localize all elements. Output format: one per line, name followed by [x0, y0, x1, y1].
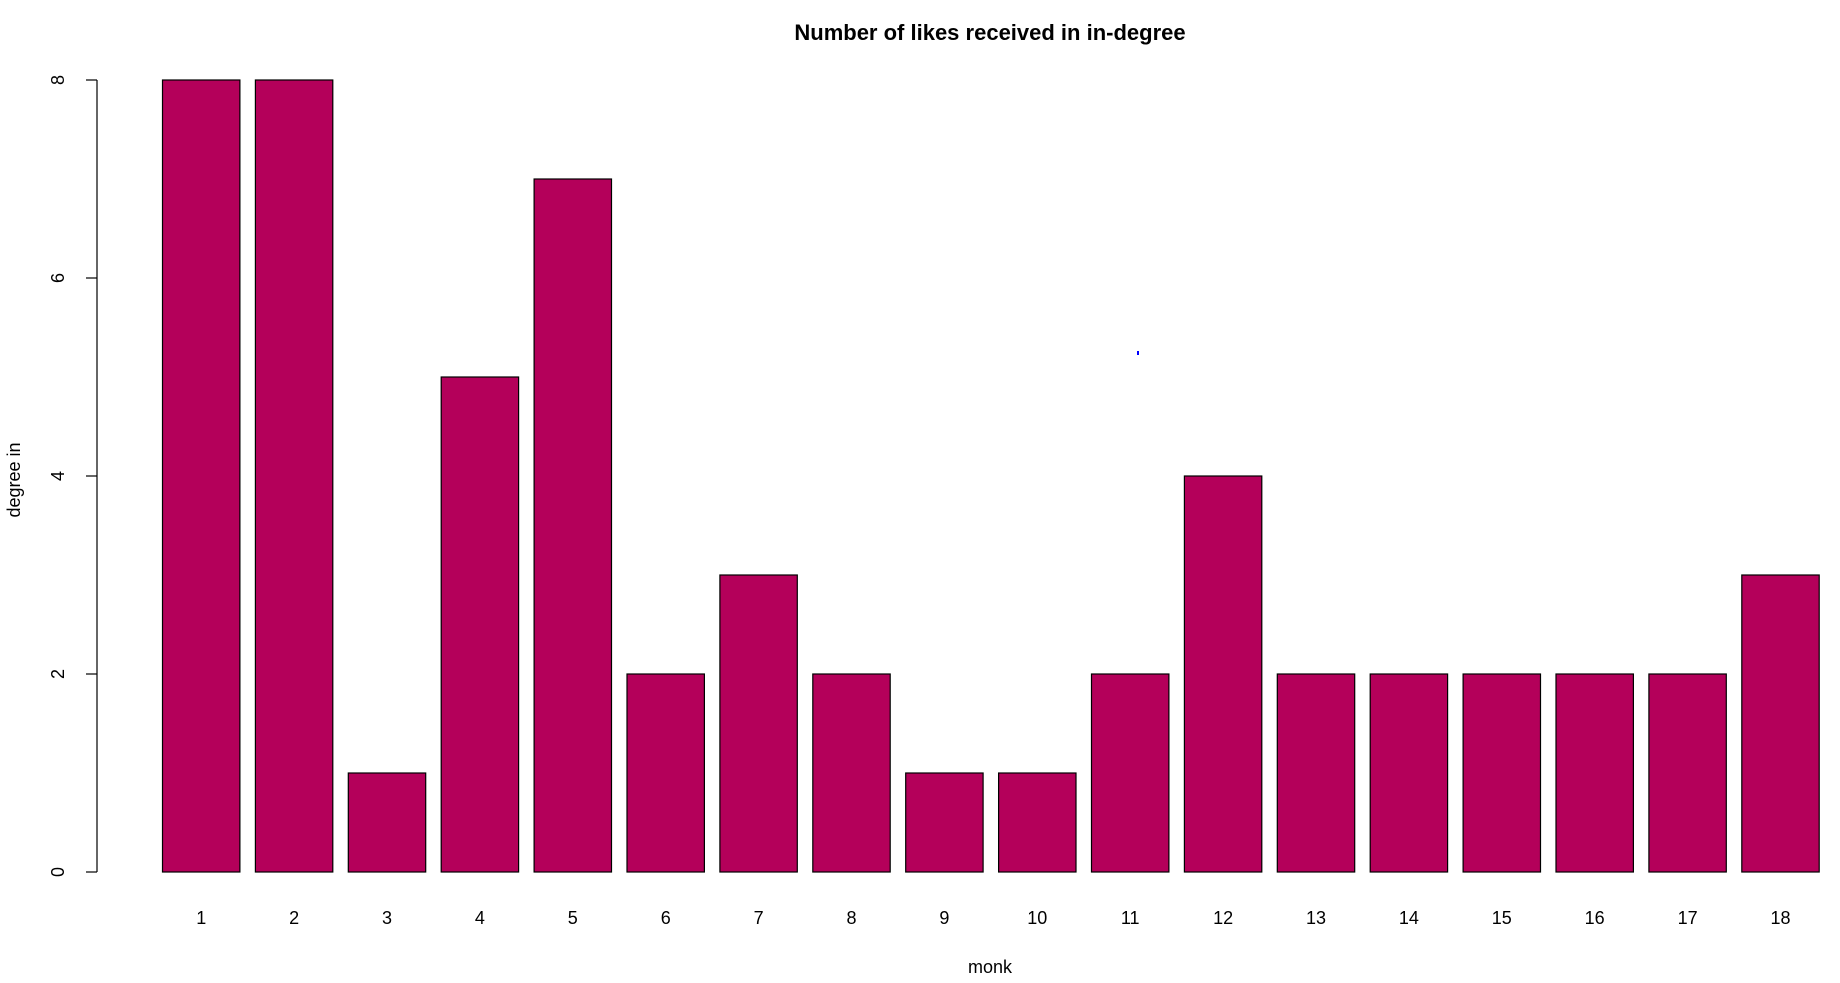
x-tick-label: 1: [196, 908, 206, 928]
y-tick-label: 2: [48, 669, 68, 679]
x-tick-label: 6: [661, 908, 671, 928]
y-axis-label: degree in: [4, 442, 24, 517]
bar: [533, 178, 613, 873]
y-tick-label: 0: [48, 867, 68, 877]
y-axis-ticks: 0 2 4 6 8: [48, 75, 97, 877]
chart-title: Number of likes received in in-degree: [794, 20, 1185, 45]
x-tick-label: 11: [1121, 908, 1140, 928]
bar: [1741, 574, 1820, 873]
bars-group: [161, 79, 1820, 873]
bar: [1369, 673, 1449, 873]
y-tick-label: 4: [48, 471, 68, 481]
bar: [254, 79, 334, 873]
x-tick-label: 12: [1213, 908, 1233, 928]
x-tick-label: 3: [382, 908, 392, 928]
bar: [1462, 673, 1542, 873]
bar: [1648, 673, 1727, 873]
bar: [1183, 475, 1263, 873]
bar: [1276, 673, 1356, 873]
bar: [1090, 673, 1170, 873]
bar: [161, 79, 241, 873]
x-tick-label: 13: [1306, 908, 1326, 928]
y-tick-label: 6: [48, 273, 68, 283]
bar: [812, 673, 891, 873]
x-tick-label: 7: [754, 908, 764, 928]
stray-mark: [1137, 351, 1139, 355]
x-tick-label: 14: [1399, 908, 1419, 928]
x-tick-label: 10: [1027, 908, 1047, 928]
x-tick-label: 2: [289, 908, 299, 928]
x-tick-label: 9: [939, 908, 949, 928]
x-axis-label: monk: [968, 957, 1013, 977]
bar: [1555, 673, 1635, 873]
bar: [347, 772, 427, 873]
x-tick-label: 5: [568, 908, 578, 928]
bar: [905, 772, 984, 873]
x-tick-label: 18: [1770, 908, 1790, 928]
bar: [997, 772, 1077, 873]
x-tick-label: 16: [1585, 908, 1605, 928]
bar: [440, 376, 520, 873]
bar: [626, 673, 706, 873]
x-tick-label: 15: [1492, 908, 1512, 928]
y-tick-label: 8: [48, 75, 68, 85]
x-tick-label: 17: [1678, 908, 1698, 928]
x-tick-label: 8: [846, 908, 856, 928]
x-tick-label: 4: [475, 908, 485, 928]
bar: [719, 574, 798, 873]
x-axis-tick-labels: 1 2 3 4 5 6 7 8 9 10 11 12 13 14 15 16 17 18: [196, 908, 1790, 928]
